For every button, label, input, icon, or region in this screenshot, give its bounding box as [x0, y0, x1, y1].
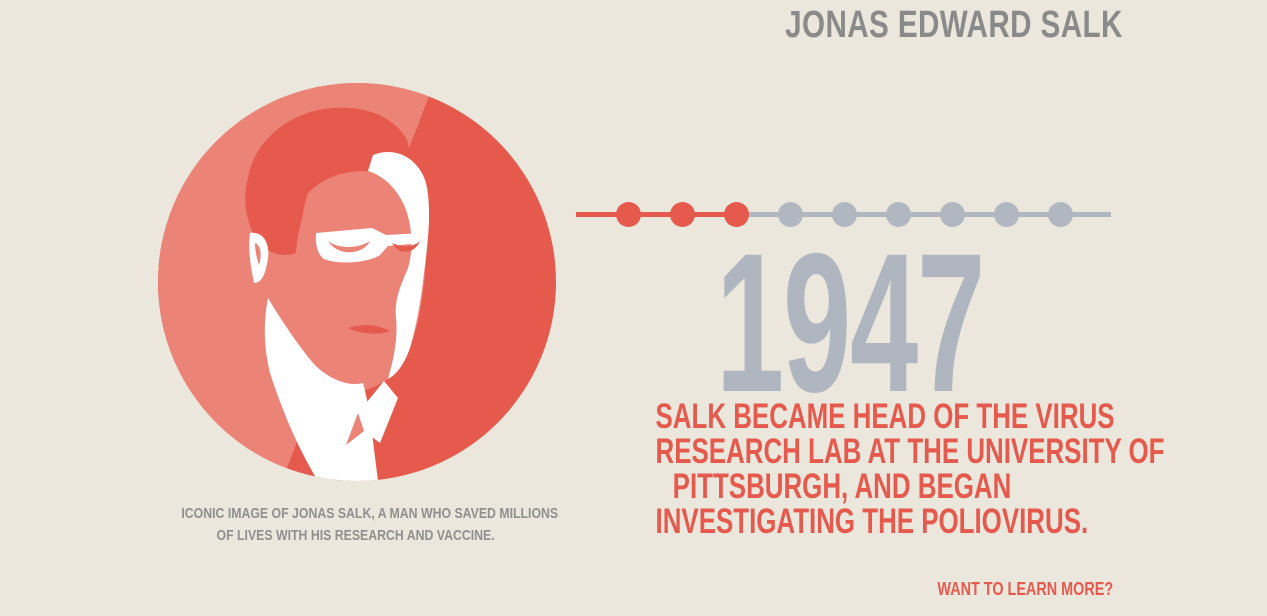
timeline-navigator — [576, 200, 1111, 230]
timeline-point-5[interactable] — [831, 202, 857, 227]
learn-more-link[interactable]: WANT TO LEARN MORE? — [937, 579, 1114, 599]
timeline-point-9[interactable] — [1047, 202, 1073, 227]
description-line: SALK BECAME HEAD OF THE VIRUS — [655, 397, 1115, 436]
event-year: 1947 — [715, 212, 985, 433]
timeline-point-1[interactable] — [615, 202, 641, 227]
portrait-caption: ICONIC IMAGE OF JONAS SALK, A MAN WHO SA… — [140, 503, 572, 547]
description-line: PITTSBURGH, AND BEGAN — [672, 467, 1012, 506]
caption-line: ICONIC IMAGE OF JONAS SALK, A MAN WHO SA… — [181, 505, 559, 522]
timeline-point-4[interactable] — [777, 202, 803, 227]
jonas-salk-portrait-icon — [158, 83, 556, 481]
timeline-point-3[interactable] — [723, 202, 749, 227]
page-title: JONAS EDWARD SALK — [785, 4, 1123, 46]
event-description: SALK BECAME HEAD OF THE VIRUS RESEARCH L… — [590, 397, 1165, 541]
timeline-point-8[interactable] — [993, 202, 1019, 227]
description-line: INVESTIGATING THE POLIOVIRUS. — [655, 502, 1089, 541]
timeline-point-7[interactable] — [939, 202, 965, 227]
timeline-point-6[interactable] — [885, 202, 911, 227]
timeline-point-2[interactable] — [669, 202, 695, 227]
timeline-track-progress — [576, 212, 736, 217]
caption-line: OF LIVES WITH HIS RESEARCH AND VACCINE. — [216, 527, 496, 544]
description-line: RESEARCH LAB AT THE UNIVERSITY OF — [655, 432, 1165, 471]
portrait-illustration — [158, 83, 556, 481]
